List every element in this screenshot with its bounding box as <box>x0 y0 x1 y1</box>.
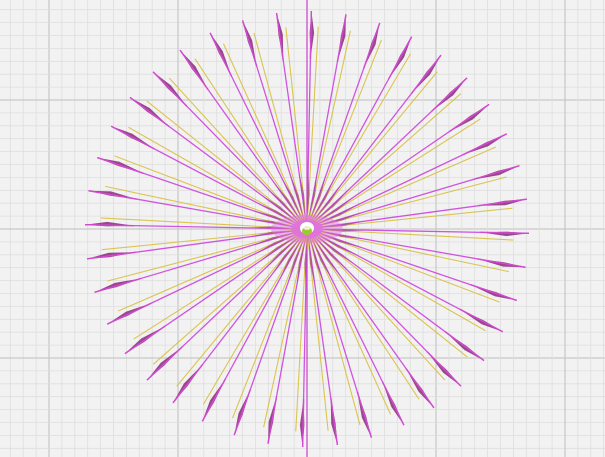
inner-blade <box>313 179 335 218</box>
inner-blade <box>312 240 333 280</box>
ray-blade-edge <box>363 22 381 69</box>
inner-blade <box>249 226 294 229</box>
ray-blade-edge <box>209 32 233 77</box>
inner-blade <box>281 178 302 218</box>
inner-blade <box>311 175 326 217</box>
inner-blade <box>308 242 315 286</box>
inner-blade <box>315 183 342 219</box>
inner-blade <box>296 241 305 285</box>
inner-blade <box>249 230 294 237</box>
ray-blade-edge <box>444 331 485 362</box>
inner-blade <box>250 219 294 227</box>
ray-blade-edge <box>88 189 137 200</box>
inner-blade <box>317 236 353 264</box>
inner-blade <box>274 182 300 219</box>
ray-blade-edge <box>233 389 251 436</box>
inner-blade <box>318 235 358 256</box>
inner-blade <box>307 172 310 216</box>
ray-blade-edge <box>241 20 258 67</box>
inner-blade <box>288 241 303 283</box>
inner-blade <box>319 233 362 248</box>
inner-blade <box>309 173 318 217</box>
ray-blade-edge <box>448 103 490 133</box>
ray-blade-edge <box>129 96 170 127</box>
inner-blade <box>256 202 296 223</box>
inner-blade <box>320 221 365 228</box>
ray-blade-edge <box>309 11 313 60</box>
ray-blade-edge <box>106 302 152 325</box>
ray-blade-edge <box>267 396 278 444</box>
ray-blade-edge <box>330 397 339 446</box>
ray-blade-edge <box>146 346 183 381</box>
inner-blade <box>261 194 297 222</box>
inner-blade <box>255 234 295 254</box>
ray-blade-edge <box>85 224 134 227</box>
inner-blade <box>279 240 301 279</box>
inner-blade <box>272 239 299 275</box>
ray-blade-edge <box>94 277 142 293</box>
inner-blade <box>316 238 347 270</box>
ray-blade-edge <box>480 231 529 234</box>
ray-blade-edge <box>470 284 517 302</box>
ray-blade-edge <box>356 391 373 438</box>
ray-blade-edge <box>410 54 442 94</box>
ray-blade-edge <box>459 308 504 333</box>
inner-blade <box>252 210 295 225</box>
origin-gizmo[interactable] <box>271 215 343 243</box>
ray-blade-edge <box>405 368 435 409</box>
ray-blade-edge <box>431 77 468 112</box>
inner-blade <box>259 236 297 262</box>
inner-blade <box>319 212 363 226</box>
ray-blade-edge <box>477 258 526 269</box>
inner-blade <box>290 174 304 217</box>
inner-blade <box>310 241 324 284</box>
ray-blade-edge <box>301 398 305 447</box>
ray-blade-edge <box>124 325 166 355</box>
ray-blade-edge <box>172 364 204 404</box>
inner-blade <box>316 189 349 220</box>
ray-blade-edge <box>381 381 405 426</box>
inner-blade <box>320 231 364 239</box>
inner-blade <box>265 238 298 269</box>
inner-blade <box>317 196 355 222</box>
inner-blade <box>314 239 340 276</box>
ray-blade-edge <box>201 378 226 422</box>
ray-blade-edge <box>462 133 508 156</box>
inner-blade <box>320 229 365 232</box>
ray-blade-edge <box>388 36 413 80</box>
inner-blade <box>319 204 359 224</box>
ray-blade-edge <box>472 165 520 181</box>
ray-blade-edge <box>86 251 136 260</box>
ray-blade-edge <box>110 125 155 150</box>
ray-blade-edge <box>275 12 284 61</box>
ray-blade-edge <box>426 351 462 387</box>
ray-fan <box>85 11 529 447</box>
ray-blade-edge <box>179 49 209 90</box>
inner-blade <box>299 172 306 216</box>
ray-blade-edge <box>478 198 528 207</box>
ray-blade-edge <box>152 71 188 107</box>
inner-blade <box>251 232 295 246</box>
center-cylinder-top <box>303 226 311 230</box>
inner-blade <box>304 242 307 286</box>
ray-blade-edge <box>336 14 347 62</box>
ray-blade-edge <box>97 156 144 174</box>
inner-blade <box>267 188 298 220</box>
